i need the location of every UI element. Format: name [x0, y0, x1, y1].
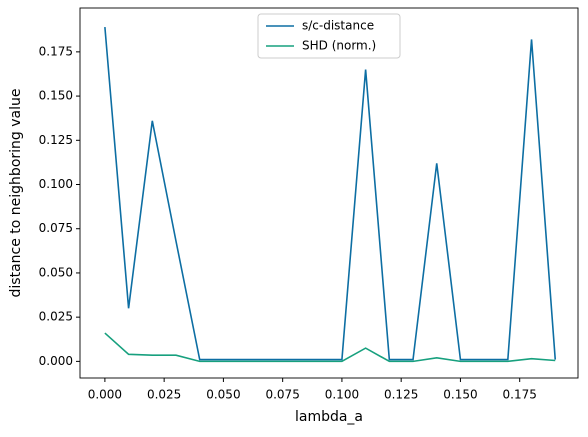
legend-box: [257, 13, 401, 59]
series-line: [104, 27, 557, 361]
plot-frame: [79, 7, 579, 379]
y-tick-label: 0.000: [39, 354, 73, 368]
x-tick-label: 0.100: [325, 388, 359, 402]
y-tick-label: 0.075: [39, 221, 73, 235]
series-line: [104, 332, 556, 363]
y-tick-label: 0.150: [39, 89, 73, 103]
x-tick-label: 0.150: [443, 388, 477, 402]
y-tick-label: 0.050: [39, 265, 73, 279]
x-tick-label: 0.075: [265, 388, 299, 402]
x-tick-label: 0.125: [384, 388, 418, 402]
y-tick-label: 0.125: [39, 133, 73, 147]
y-tick-label: 0.100: [39, 177, 73, 191]
y-tick-label: 0.175: [39, 44, 73, 58]
x-tick-label: 0.050: [206, 388, 240, 402]
y-tick-label: 0.025: [39, 310, 73, 324]
x-tick-label: 0.175: [503, 388, 537, 402]
x-axis-label: lambda_a: [295, 409, 363, 425]
x-tick-label: 0.000: [88, 388, 122, 402]
x-tick-label: 0.025: [147, 388, 181, 402]
legend-label: SHD (norm.): [302, 39, 376, 53]
y-axis-label: distance to neighboring value: [8, 89, 24, 298]
legend-label: s/c-distance: [302, 19, 374, 33]
